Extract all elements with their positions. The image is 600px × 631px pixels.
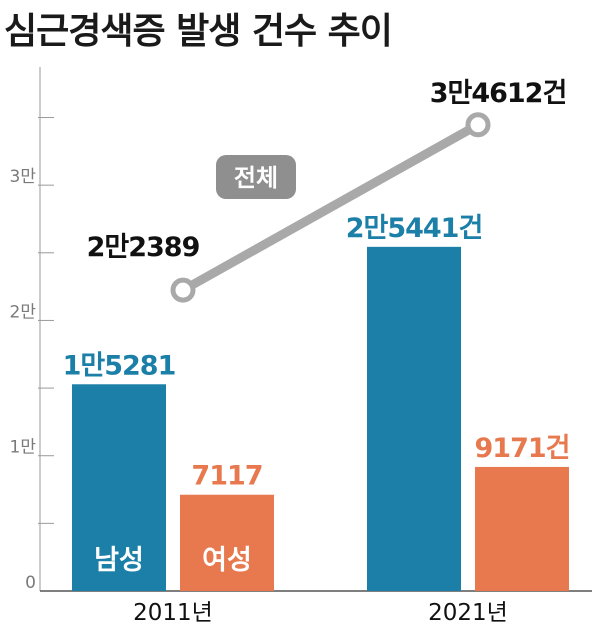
bar-series bbox=[72, 246, 569, 591]
bar-male-1 bbox=[367, 246, 461, 591]
bar-value-label: 2만5441건 bbox=[346, 213, 483, 244]
total-line-series bbox=[170, 112, 491, 303]
bar-value-label: 1만5281 bbox=[63, 350, 176, 381]
total-value-label: 2만2389 bbox=[87, 232, 200, 263]
total-point bbox=[465, 112, 491, 138]
series-name-label: 여성 bbox=[202, 545, 252, 576]
total-badge-label: 전체 bbox=[234, 164, 278, 192]
series-name-label: 남성 bbox=[94, 545, 144, 576]
y-tick-label: 0 bbox=[25, 573, 36, 593]
bar-value-label: 9171건 bbox=[475, 433, 570, 464]
bar-female-1 bbox=[475, 466, 569, 591]
y-tick-label: 1만 bbox=[10, 438, 37, 458]
chart-title: 심근경색증 발생 건수 추이 bbox=[4, 11, 393, 52]
total-line bbox=[178, 120, 483, 295]
bar-female-0 bbox=[180, 494, 274, 591]
total-badge bbox=[216, 155, 296, 199]
x-tick-label: 2011년 bbox=[133, 600, 213, 626]
bar-value-label: 7117 bbox=[191, 461, 262, 492]
total-value-label: 3만4612건 bbox=[430, 78, 567, 109]
y-tick-label: 3만 bbox=[10, 167, 37, 187]
y-tick-label: 2만 bbox=[10, 302, 37, 322]
bar-male-0 bbox=[72, 384, 166, 591]
x-tick-label: 2021년 bbox=[428, 600, 508, 626]
total-point bbox=[170, 277, 196, 303]
